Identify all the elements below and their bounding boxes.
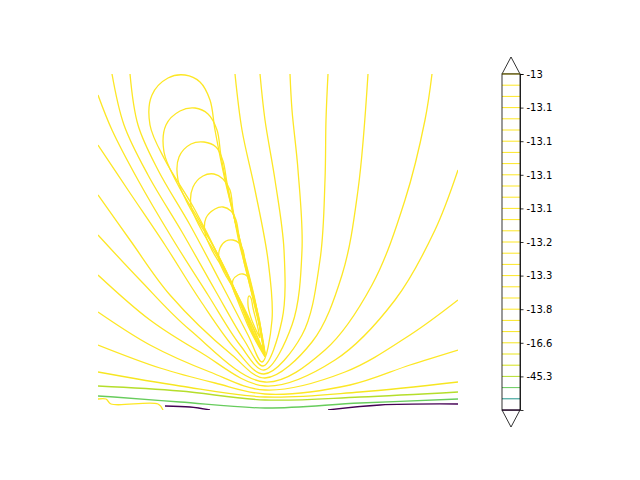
colorbar-body bbox=[502, 74, 520, 410]
colorbar-tick: -13.1 bbox=[520, 136, 552, 147]
colorbar bbox=[502, 57, 520, 427]
colorbar-tick-mark bbox=[520, 108, 524, 109]
colorbar-level bbox=[502, 309, 520, 310]
colorbar-tick: -13.1 bbox=[520, 102, 552, 113]
colorbar-tick-label: -13.2 bbox=[527, 237, 553, 248]
colorbar-tick-label: -13.1 bbox=[527, 170, 553, 181]
colorbar-level bbox=[502, 298, 520, 299]
contour-line bbox=[98, 74, 368, 378]
colorbar-level bbox=[502, 130, 520, 131]
colorbar-tick-label: -13.3 bbox=[527, 270, 553, 281]
contour-line bbox=[98, 300, 458, 390]
colorbar-level bbox=[502, 208, 520, 209]
colorbar-level bbox=[502, 331, 520, 332]
colorbar-level bbox=[502, 320, 520, 321]
colorbar-level bbox=[502, 264, 520, 265]
colorbar-level bbox=[502, 286, 520, 287]
contour-line bbox=[165, 406, 210, 410]
colorbar-level bbox=[502, 365, 520, 366]
colorbar-outline bbox=[502, 74, 520, 410]
colorbar-extend-bottom bbox=[502, 410, 520, 427]
contour-line bbox=[98, 74, 328, 374]
colorbar-tick-mark bbox=[520, 242, 524, 243]
colorbar-level bbox=[502, 354, 520, 355]
colorbar-level bbox=[502, 197, 520, 198]
contour-line bbox=[98, 74, 432, 382]
colorbar-tick-mark bbox=[520, 175, 524, 176]
colorbar-level bbox=[502, 152, 520, 153]
colorbar-tick-label: -13 bbox=[527, 69, 543, 80]
colorbar-tick-mark bbox=[520, 343, 524, 344]
contour-line bbox=[98, 399, 163, 410]
colorbar-tick: -16.6 bbox=[520, 338, 552, 349]
colorbar-level bbox=[502, 253, 520, 254]
colorbar-tick-label: -16.6 bbox=[527, 338, 553, 349]
contour-line bbox=[98, 74, 302, 370]
colorbar-level bbox=[502, 219, 520, 220]
colorbar-tick-mark bbox=[520, 276, 524, 277]
colorbar-tick-mark bbox=[520, 74, 524, 75]
colorbar-axis-line bbox=[521, 75, 524, 411]
colorbar-tick: -13.1 bbox=[520, 203, 552, 214]
colorbar-level bbox=[502, 376, 520, 377]
contour-line bbox=[98, 396, 458, 408]
contour-line bbox=[328, 404, 458, 410]
colorbar-tick: -13.1 bbox=[520, 170, 552, 181]
colorbar-level bbox=[502, 141, 520, 142]
colorbar-level bbox=[502, 398, 520, 399]
colorbar-level bbox=[502, 242, 520, 243]
colorbar-tick: -13.3 bbox=[520, 270, 552, 281]
colorbar-level bbox=[502, 163, 520, 164]
contour-line bbox=[98, 170, 458, 386]
colorbar-tick: -13 bbox=[520, 69, 543, 80]
colorbar-axis: -13 -13.1 -13.1 -13.1 -13.1 -13.2 -13.3 -13.8 -1… bbox=[520, 69, 552, 411]
colorbar-tick-label: -13.1 bbox=[527, 102, 553, 113]
contour-line bbox=[98, 345, 458, 394]
contour-line bbox=[98, 372, 458, 397]
colorbar-level bbox=[502, 342, 520, 343]
colorbar-level bbox=[502, 186, 520, 187]
contour-line bbox=[204, 207, 265, 354]
colorbar-tick-label: -13.1 bbox=[527, 203, 553, 214]
contour-line bbox=[112, 74, 285, 366]
colorbar-tick-label: -13.8 bbox=[527, 304, 553, 315]
colorbar-level bbox=[502, 107, 520, 108]
contour-line bbox=[248, 296, 260, 338]
colorbar-tick-mark bbox=[520, 141, 524, 142]
colorbar-level bbox=[502, 230, 520, 231]
colorbar-tick-mark bbox=[520, 309, 524, 310]
colorbar-extend-top bbox=[502, 57, 520, 74]
colorbar-level bbox=[502, 85, 520, 86]
contour-line bbox=[98, 386, 458, 400]
colorbar-tick-mark bbox=[520, 376, 524, 377]
colorbar-level bbox=[502, 275, 520, 276]
colorbar-tick-label: -45.3 bbox=[527, 371, 553, 382]
contour-lines bbox=[98, 74, 458, 410]
colorbar-tick: -13.2 bbox=[520, 237, 552, 248]
contour-line bbox=[130, 74, 272, 362]
colorbar-level bbox=[502, 96, 520, 97]
colorbar-tick: -45.3 bbox=[520, 371, 552, 382]
colorbar-level bbox=[502, 118, 520, 119]
colorbar-tick-label: -13.1 bbox=[527, 136, 553, 147]
colorbar-level bbox=[502, 387, 520, 388]
chart: -13 -13.1 -13.1 -13.1 -13.1 -13.2 -13.3 -13.8 -1… bbox=[0, 0, 640, 480]
contour-line bbox=[149, 75, 265, 357]
colorbar-level bbox=[502, 174, 520, 175]
colorbar-tick: -13.8 bbox=[520, 304, 552, 315]
colorbar-tick-mark bbox=[520, 208, 524, 209]
